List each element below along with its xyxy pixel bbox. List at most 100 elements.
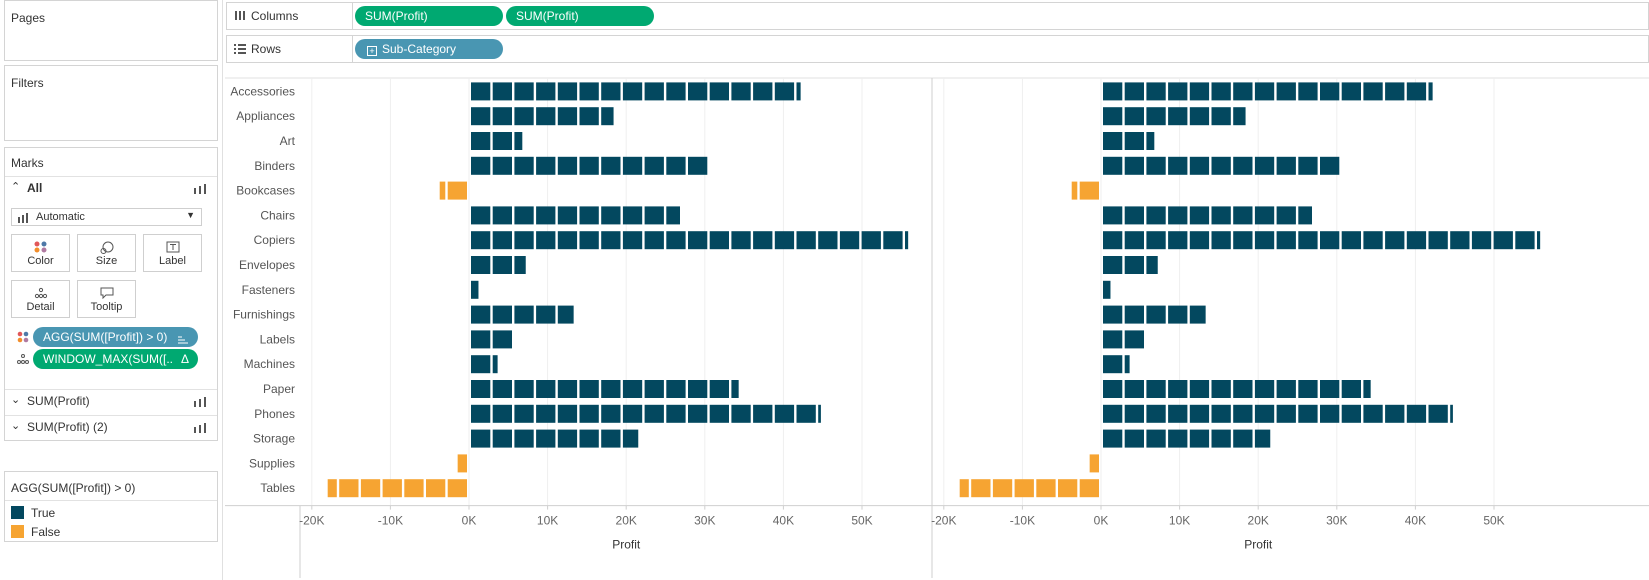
bar-segment <box>1254 380 1275 398</box>
bar-labels[interactable] <box>1103 330 1144 349</box>
mark-type-dropdown[interactable]: Automatic ▼ <box>11 208 202 226</box>
color-field-pill[interactable]: AGG(SUM([Profit]) > 0) <box>33 327 198 347</box>
bar-accessories[interactable] <box>1103 82 1433 101</box>
bar-segment <box>1189 156 1210 175</box>
chevron-up-icon[interactable]: ⌃ <box>11 181 21 193</box>
detail-button[interactable]: Detail <box>11 280 70 318</box>
bar-furnishings[interactable] <box>1103 305 1206 324</box>
chevron-down-icon[interactable]: ▼ <box>186 210 195 220</box>
bar-segment <box>1428 82 1433 101</box>
bar-accessories[interactable] <box>471 82 801 101</box>
category-label[interactable]: Machines <box>244 357 295 371</box>
bar-segment <box>644 231 664 250</box>
bar-segment <box>1168 107 1188 126</box>
bar-copiers[interactable] <box>471 231 909 250</box>
bar-segment <box>731 404 751 423</box>
bar-envelopes[interactable] <box>471 256 526 274</box>
bar-segment <box>709 231 729 250</box>
measure-card-2[interactable]: ⌄ SUM(Profit) (2) <box>11 420 211 438</box>
category-label[interactable]: Phones <box>254 407 295 421</box>
bar-furnishings[interactable] <box>471 305 574 324</box>
bar-paper[interactable] <box>471 380 739 398</box>
bar-fasteners[interactable] <box>471 280 479 299</box>
bar-envelopes[interactable] <box>1103 256 1158 274</box>
bar-machines[interactable] <box>1103 355 1130 374</box>
bar-machines[interactable] <box>471 355 498 374</box>
bar-art[interactable] <box>471 132 523 150</box>
bar-paper[interactable] <box>1103 380 1371 398</box>
chevron-down-icon[interactable]: ⌄ <box>11 394 21 406</box>
category-label[interactable]: Storage <box>253 432 295 446</box>
bar-supplies[interactable] <box>457 454 467 473</box>
bar-bookcases[interactable] <box>1071 181 1099 200</box>
detail-field-pill[interactable]: WINDOW_MAX(SUM([.. Δ <box>33 349 198 369</box>
size-button[interactable]: Size <box>77 234 136 272</box>
category-label[interactable]: Tables <box>260 481 295 495</box>
bar-segment <box>471 355 491 374</box>
category-label[interactable]: Furnishings <box>233 308 295 322</box>
label-button[interactable]: Label <box>143 234 202 272</box>
category-label[interactable]: Binders <box>254 159 295 173</box>
category-label[interactable]: Labels <box>260 332 295 346</box>
bar-phones[interactable] <box>1103 404 1453 423</box>
expand-plus-icon[interactable]: + <box>367 46 377 56</box>
bar-storage[interactable] <box>471 429 639 448</box>
bar-segment <box>1124 231 1144 250</box>
bar-segment <box>339 479 359 498</box>
columns-icon <box>234 9 246 24</box>
bar-segment <box>1298 380 1318 398</box>
bar-segment <box>774 82 795 101</box>
columns-pill-1[interactable]: SUM(Profit) <box>355 6 503 26</box>
bar-appliances[interactable] <box>1103 107 1246 126</box>
x-tick-label: 0K <box>1094 514 1109 528</box>
category-label[interactable]: Chairs <box>260 208 295 222</box>
bar-segment <box>426 479 446 498</box>
category-label[interactable]: Bookcases <box>236 184 295 198</box>
chart-area[interactable]: Accessories Appliances Art Binders Bookcases… <box>225 72 1649 578</box>
bar-fasteners[interactable] <box>1103 280 1111 299</box>
bar-copiers[interactable] <box>1103 231 1541 250</box>
bar-labels[interactable] <box>471 330 512 349</box>
bar-chairs[interactable] <box>471 206 680 225</box>
rows-pill-1[interactable]: + Sub-Category <box>355 39 503 59</box>
category-label[interactable]: Fasteners <box>242 283 295 297</box>
columns-pill-2[interactable]: SUM(Profit) <box>506 6 654 26</box>
rows-shelf[interactable]: Rows + Sub-Category <box>226 35 1649 63</box>
bar-tables[interactable] <box>327 479 467 498</box>
filters-card[interactable]: Filters <box>4 65 218 141</box>
marks-all-header[interactable]: ⌃ All <box>11 181 211 199</box>
legend-item-false[interactable]: False <box>11 524 161 540</box>
bar-tables[interactable] <box>959 479 1099 498</box>
category-label[interactable]: Envelopes <box>239 258 295 272</box>
category-label[interactable]: Copiers <box>254 233 295 247</box>
bar-art[interactable] <box>1103 132 1155 150</box>
category-label[interactable]: Paper <box>263 382 295 396</box>
x-axis-title: Profit <box>1244 538 1273 552</box>
category-label[interactable]: Supplies <box>249 456 295 470</box>
bar-segment <box>1211 231 1231 250</box>
color-dots-icon <box>12 241 69 256</box>
bar-storage[interactable] <box>1103 429 1271 448</box>
bar-phones[interactable] <box>471 404 821 423</box>
category-label[interactable]: Appliances <box>236 109 295 123</box>
bar-segment <box>471 156 491 175</box>
category-label[interactable]: Art <box>280 134 296 148</box>
bar-binders[interactable] <box>1103 156 1340 175</box>
bar-segment <box>492 206 512 225</box>
bar-segment <box>1363 82 1383 101</box>
pages-card[interactable]: Pages <box>4 0 218 61</box>
bar-binders[interactable] <box>471 156 708 175</box>
bar-segment <box>1146 380 1166 398</box>
bar-segment <box>536 107 556 126</box>
category-label[interactable]: Accessories <box>230 84 295 98</box>
bar-appliances[interactable] <box>471 107 614 126</box>
bar-chairs[interactable] <box>1103 206 1312 225</box>
tooltip-button[interactable]: Tooltip <box>77 280 136 318</box>
bar-bookcases[interactable] <box>439 181 467 200</box>
bar-supplies[interactable] <box>1089 454 1099 473</box>
measure-card-1[interactable]: ⌄ SUM(Profit) <box>11 394 211 412</box>
legend-item-true[interactable]: True <box>11 505 161 521</box>
columns-shelf[interactable]: Columns SUM(Profit) SUM(Profit) <box>226 2 1649 30</box>
color-button[interactable]: Color <box>11 234 70 272</box>
chevron-down-icon[interactable]: ⌄ <box>11 420 21 432</box>
